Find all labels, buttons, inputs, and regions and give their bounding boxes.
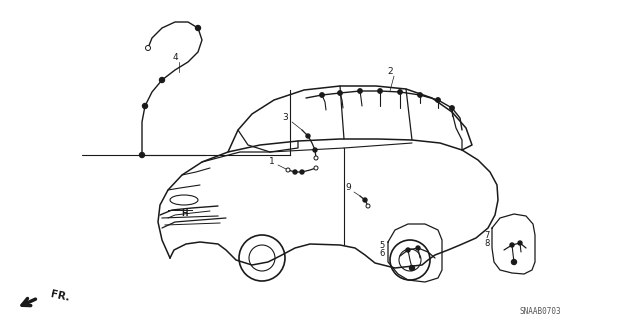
Circle shape (398, 90, 402, 94)
Circle shape (406, 248, 410, 252)
Circle shape (358, 89, 362, 93)
Text: 5: 5 (380, 241, 385, 250)
Circle shape (378, 89, 382, 93)
Text: 3: 3 (282, 114, 288, 122)
Circle shape (511, 259, 516, 264)
Circle shape (159, 78, 164, 83)
Circle shape (510, 243, 514, 247)
Circle shape (320, 93, 324, 97)
Circle shape (313, 148, 317, 152)
Text: H: H (180, 210, 188, 219)
Circle shape (410, 265, 415, 271)
Circle shape (366, 204, 370, 208)
Circle shape (416, 246, 420, 250)
Circle shape (314, 166, 318, 170)
Circle shape (436, 98, 440, 102)
Text: SNAAB0703: SNAAB0703 (519, 307, 561, 315)
Text: 4: 4 (172, 54, 178, 63)
Circle shape (140, 152, 145, 158)
Circle shape (293, 170, 297, 174)
Circle shape (145, 46, 150, 50)
Circle shape (195, 26, 200, 31)
Circle shape (286, 168, 290, 172)
Circle shape (450, 106, 454, 110)
Circle shape (314, 156, 318, 160)
Circle shape (300, 170, 304, 174)
Circle shape (306, 134, 310, 138)
Circle shape (418, 93, 422, 97)
Text: 7: 7 (484, 231, 490, 240)
Text: FR.: FR. (50, 289, 71, 303)
Text: 6: 6 (380, 249, 385, 258)
Circle shape (338, 91, 342, 95)
Circle shape (363, 198, 367, 202)
Circle shape (143, 103, 147, 108)
Text: 8: 8 (484, 239, 490, 248)
Text: 1: 1 (269, 158, 275, 167)
Circle shape (518, 241, 522, 245)
Text: 2: 2 (387, 68, 393, 77)
Text: 9: 9 (345, 183, 351, 192)
